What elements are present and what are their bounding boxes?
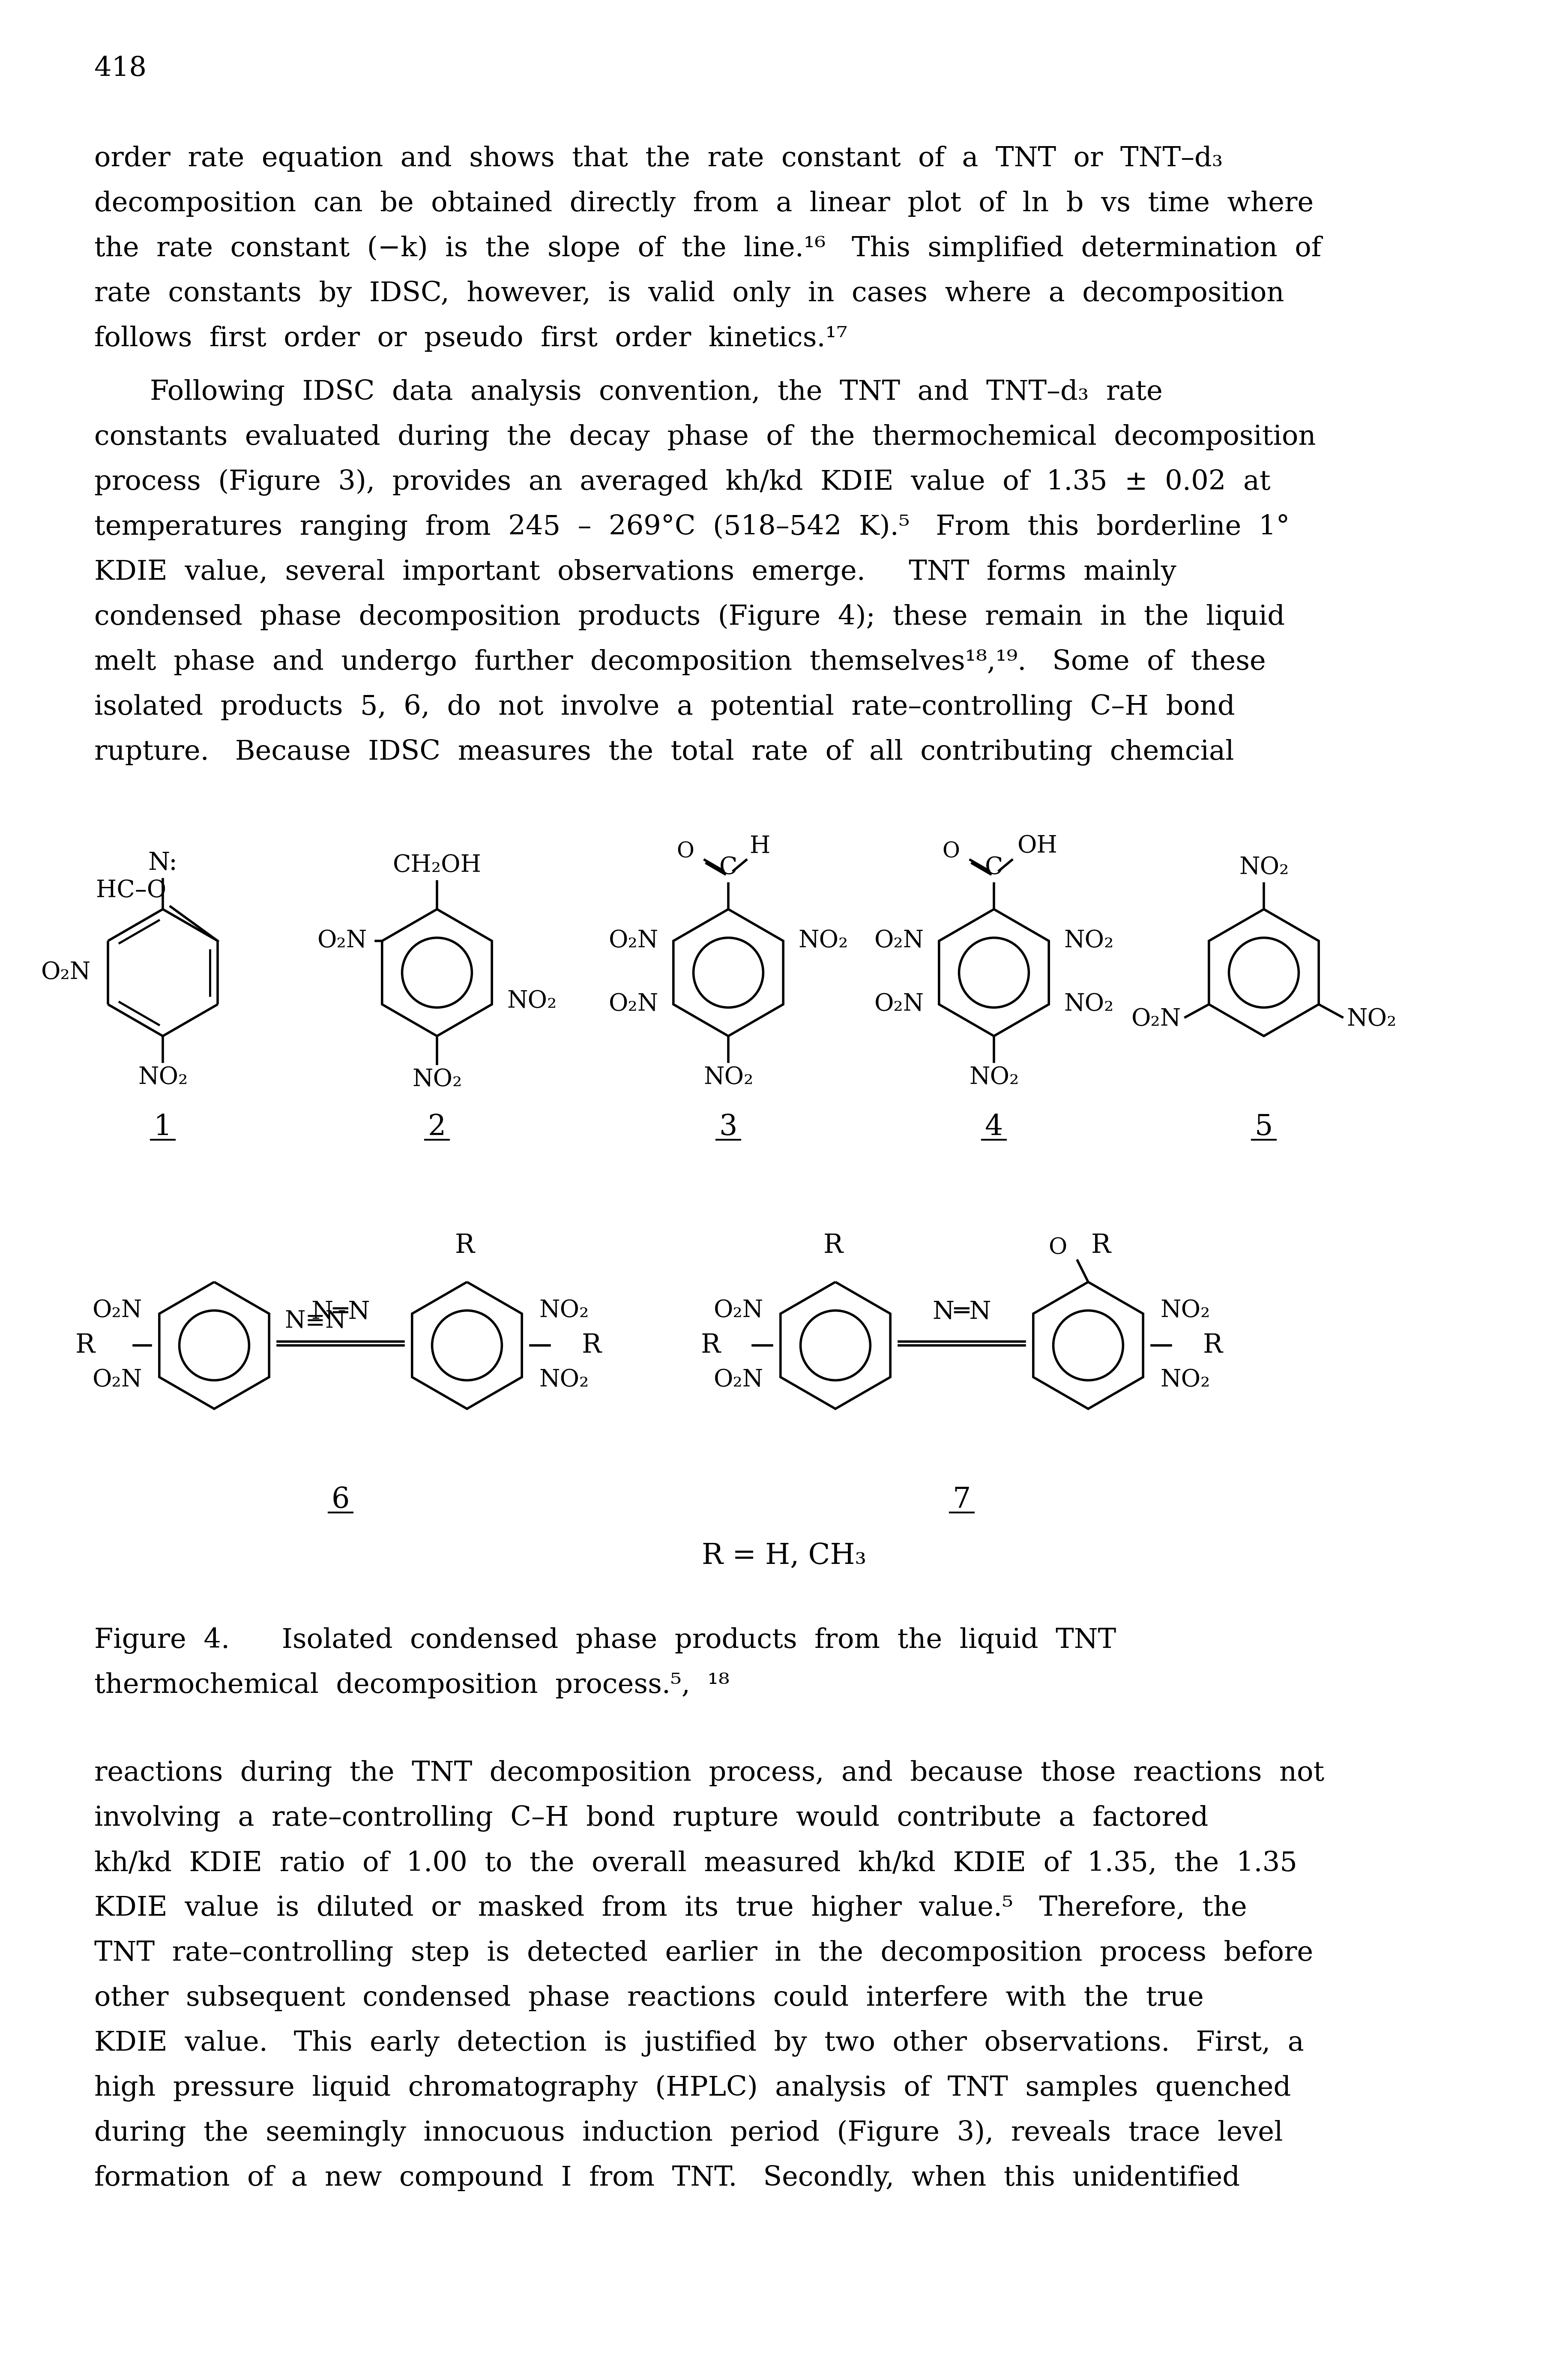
Text: 418: 418: [94, 55, 146, 81]
Text: constants  evaluated  during  the  decay  phase  of  the  thermochemical  decomp: constants evaluated during the decay pha…: [94, 423, 1316, 452]
Text: isolated  products  5,  6,  do  not  involve  a  potential  rate–controlling  C–: isolated products 5, 6, do not involve a…: [94, 694, 1236, 721]
Text: 6: 6: [331, 1486, 350, 1515]
Text: C: C: [985, 856, 1004, 880]
Text: O₂N: O₂N: [713, 1298, 764, 1322]
Text: NO₂: NO₂: [1347, 1008, 1397, 1032]
Text: follows  first  order  or  pseudo  first  order  kinetics.¹⁷: follows first order or pseudo first orde…: [94, 326, 847, 352]
Text: NO₂: NO₂: [1160, 1298, 1210, 1322]
Text: O₂N: O₂N: [608, 992, 659, 1015]
Text: N═N: N═N: [310, 1301, 370, 1325]
Text: condensed  phase  decomposition  products  (Figure  4);  these  remain  in  the : condensed phase decomposition products (…: [94, 604, 1284, 630]
Text: KDIE  value.   This  early  detection  is  justified  by  two  other  observatio: KDIE value. This early detection is just…: [94, 2031, 1305, 2057]
Text: 3: 3: [720, 1113, 737, 1141]
Text: R: R: [701, 1332, 721, 1358]
Text: R: R: [75, 1332, 96, 1358]
Text: R: R: [1091, 1232, 1110, 1258]
Text: high  pressure  liquid  chromatography  (HPLC)  analysis  of  TNT  samples  quen: high pressure liquid chromatography (HPL…: [94, 2076, 1290, 2102]
Text: O: O: [676, 842, 695, 863]
Text: 1: 1: [154, 1113, 172, 1141]
Text: during  the  seemingly  innocuous  induction  period  (Figure  3),  reveals  tra: during the seemingly innocuous induction…: [94, 2121, 1283, 2147]
Text: NO₂: NO₂: [798, 930, 848, 954]
Text: decomposition  can  be  obtained  directly  from  a  linear  plot  of  ln  b  vs: decomposition can be obtained directly f…: [94, 190, 1314, 216]
Text: O₂N: O₂N: [713, 1370, 764, 1391]
Text: Following  IDSC  data  analysis  convention,  the  TNT  and  TNT–d₃  rate: Following IDSC data analysis convention,…: [151, 378, 1162, 407]
Text: NO₂: NO₂: [1160, 1370, 1210, 1391]
Text: R = H, CH₃: R = H, CH₃: [702, 1541, 866, 1569]
Text: NO₂: NO₂: [412, 1068, 463, 1092]
Text: NO₂: NO₂: [506, 989, 557, 1013]
Text: thermochemical  decomposition  process.⁵,  ¹⁸: thermochemical decomposition process.⁵, …: [94, 1672, 729, 1698]
Text: rate  constants  by  IDSC,  however,  is  valid  only  in  cases  where  a  deco: rate constants by IDSC, however, is vali…: [94, 281, 1284, 307]
Text: TNT  rate–controlling  step  is  detected  earlier  in  the  decomposition  proc: TNT rate–controlling step is detected ea…: [94, 1940, 1314, 1967]
Text: NO₂: NO₂: [1063, 992, 1113, 1015]
Text: temperatures  ranging  from  245  –  269°C  (518–542  K).⁵   From  this  borderl: temperatures ranging from 245 – 269°C (5…: [94, 514, 1290, 540]
Text: formation  of  a  new  compound  I  from  TNT.   Secondly,  when  this  unidenti: formation of a new compound I from TNT. …: [94, 2164, 1240, 2193]
Text: process  (Figure  3),  provides  an  averaged  kh/kd  KDIE  value  of  1.35  ±  : process (Figure 3), provides an averaged…: [94, 468, 1270, 497]
Text: O₂N: O₂N: [875, 992, 924, 1015]
Text: reactions  during  the  TNT  decomposition  process,  and  because  those  react: reactions during the TNT decomposition p…: [94, 1760, 1325, 1786]
Text: C: C: [720, 856, 737, 880]
Text: 7: 7: [953, 1486, 971, 1515]
Text: OH: OH: [1018, 835, 1058, 858]
Text: other  subsequent  condensed  phase  reactions  could  interfere  with  the  tru: other subsequent condensed phase reactio…: [94, 1986, 1204, 2012]
Text: R: R: [582, 1332, 602, 1358]
Text: N≡N: N≡N: [285, 1310, 347, 1332]
Text: O₂N: O₂N: [93, 1370, 143, 1391]
Text: NO₂: NO₂: [1063, 930, 1113, 954]
Text: 2: 2: [428, 1113, 445, 1141]
Text: O₂N: O₂N: [1131, 1008, 1181, 1032]
Text: the  rate  constant  (−k)  is  the  slope  of  the  line.¹⁶   This  simplified  : the rate constant (−k) is the slope of t…: [94, 235, 1322, 262]
Text: NO₂: NO₂: [704, 1065, 753, 1089]
Text: melt  phase  and  undergo  further  decomposition  themselves¹⁸,¹⁹.   Some  of  : melt phase and undergo further decomposi…: [94, 649, 1265, 675]
Text: rupture.   Because  IDSC  measures  the  total  rate  of  all  contributing  che: rupture. Because IDSC measures the total…: [94, 740, 1234, 766]
Text: N:: N:: [147, 851, 177, 875]
Text: O₂N: O₂N: [608, 930, 659, 954]
Text: O: O: [1049, 1237, 1068, 1258]
Text: NO₂: NO₂: [539, 1370, 590, 1391]
Text: 5: 5: [1254, 1113, 1273, 1141]
Text: N═N: N═N: [933, 1301, 991, 1325]
Text: NO₂: NO₂: [138, 1065, 188, 1089]
Text: H: H: [750, 835, 770, 858]
Text: NO₂: NO₂: [1239, 856, 1289, 880]
Text: O₂N: O₂N: [875, 930, 924, 954]
Text: KDIE  value,  several  important  observations  emerge.     TNT  forms  mainly: KDIE value, several important observatio…: [94, 559, 1176, 585]
Text: order  rate  equation  and  shows  that  the  rate  constant  of  a  TNT  or  TN: order rate equation and shows that the r…: [94, 145, 1223, 171]
Text: O: O: [942, 842, 960, 863]
Text: R: R: [823, 1232, 844, 1258]
Text: Figure  4.      Isolated  condensed  phase  products  from  the  liquid  TNT: Figure 4. Isolated condensed phase produ…: [94, 1627, 1116, 1655]
Text: NO₂: NO₂: [539, 1298, 590, 1322]
Text: O₂N: O₂N: [41, 961, 91, 984]
Text: involving  a  rate–controlling  C–H  bond  rupture  would  contribute  a  factor: involving a rate–controlling C–H bond ru…: [94, 1805, 1209, 1831]
Text: kh/kd  KDIE  ratio  of  1.00  to  the  overall  measured  kh/kd  KDIE  of  1.35,: kh/kd KDIE ratio of 1.00 to the overall …: [94, 1850, 1297, 1876]
Text: HC–O: HC–O: [96, 880, 166, 901]
Text: O₂N: O₂N: [93, 1298, 143, 1322]
Text: KDIE  value  is  diluted  or  masked  from  its  true  higher  value.⁵   Therefo: KDIE value is diluted or masked from its…: [94, 1895, 1247, 1921]
Text: R: R: [455, 1232, 475, 1258]
Text: CH₂OH: CH₂OH: [392, 854, 481, 877]
Text: 4: 4: [985, 1113, 1004, 1141]
Text: NO₂: NO₂: [969, 1065, 1019, 1089]
Text: R: R: [1203, 1332, 1223, 1358]
Text: O₂N: O₂N: [317, 930, 367, 954]
